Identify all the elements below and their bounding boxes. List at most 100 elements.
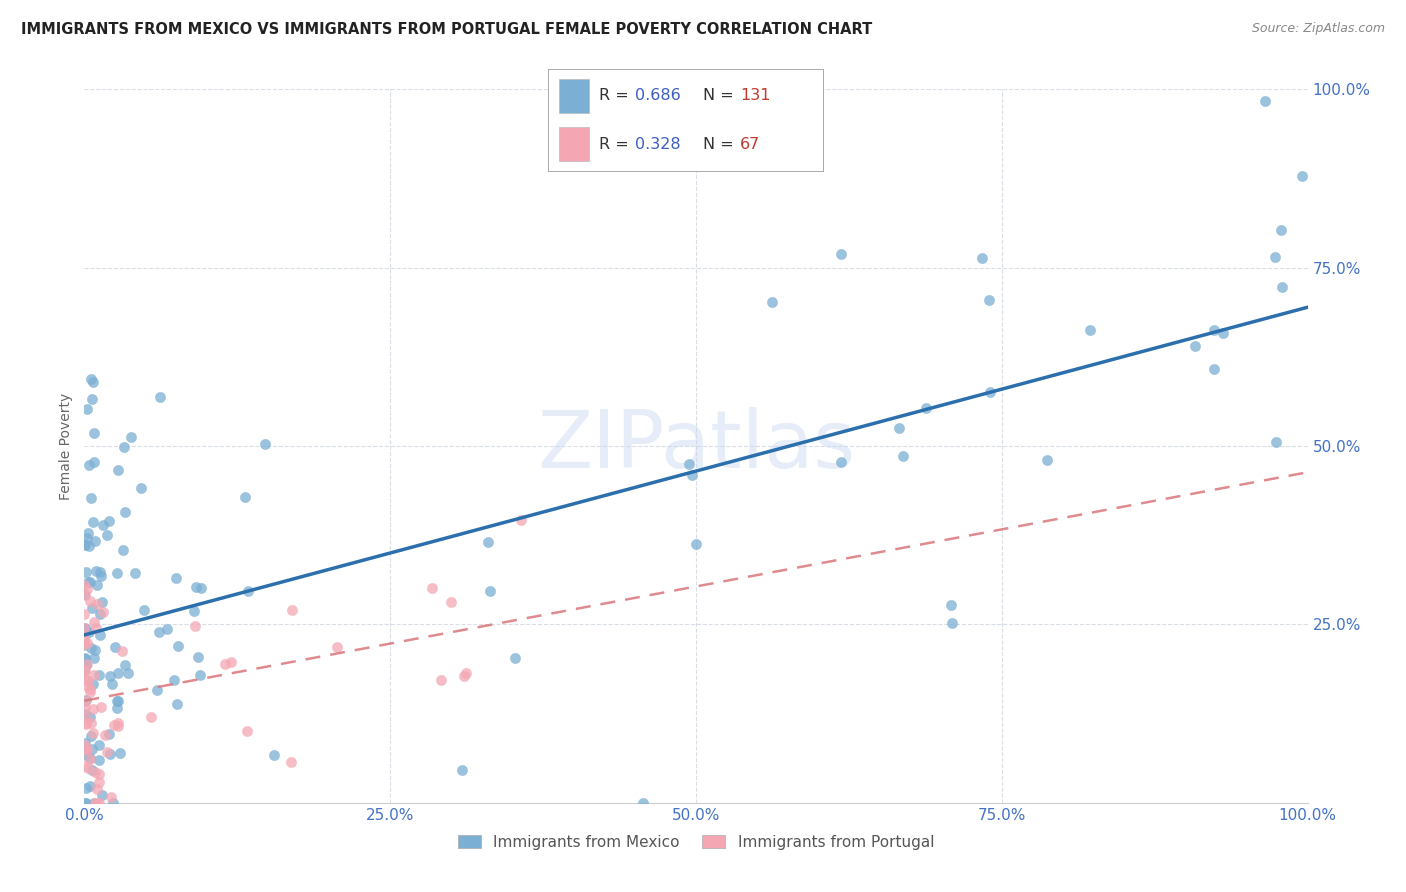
- Point: [104, 640, 127, 654]
- Point: [84, 764, 107, 779]
- Point: [107, 715, 129, 730]
- Point: [891, 449, 914, 463]
- Point: [977, 293, 1000, 307]
- Point: [73, 708, 96, 723]
- Point: [75, 796, 97, 810]
- Point: [420, 581, 443, 595]
- Text: 0.328: 0.328: [634, 136, 681, 152]
- Point: [89, 565, 111, 579]
- Point: [73, 663, 96, 677]
- Point: [1271, 279, 1294, 293]
- Point: [77, 574, 100, 589]
- Point: [86, 597, 108, 611]
- Point: [183, 619, 205, 633]
- Point: [83, 615, 105, 630]
- Point: [105, 694, 128, 708]
- Bar: [560, 128, 589, 161]
- Point: [120, 430, 142, 444]
- Point: [79, 750, 101, 764]
- Point: [114, 505, 136, 519]
- Point: [101, 677, 124, 691]
- Point: [107, 463, 129, 477]
- Point: [75, 717, 97, 731]
- Point: [236, 723, 259, 738]
- Point: [439, 595, 461, 609]
- Point: [82, 392, 104, 406]
- Point: [155, 622, 177, 636]
- Point: [73, 621, 96, 635]
- Point: [73, 538, 96, 552]
- Text: 67: 67: [741, 136, 761, 152]
- Point: [73, 588, 96, 602]
- Point: [124, 566, 146, 581]
- Point: [73, 672, 96, 686]
- Point: [73, 651, 96, 665]
- Point: [111, 644, 134, 658]
- Point: [82, 677, 104, 691]
- Point: [76, 582, 98, 597]
- Point: [73, 707, 96, 722]
- Point: [326, 640, 349, 654]
- Point: [76, 531, 98, 545]
- Point: [77, 673, 100, 688]
- Text: IMMIGRANTS FROM MEXICO VS IMMIGRANTS FROM PORTUGAL FEMALE POVERTY CORRELATION CH: IMMIGRANTS FROM MEXICO VS IMMIGRANTS FRO…: [21, 22, 872, 37]
- Point: [166, 697, 188, 711]
- Point: [79, 491, 101, 506]
- Point: [1264, 250, 1286, 264]
- Bar: [560, 79, 589, 112]
- Point: [80, 729, 103, 743]
- Point: [761, 295, 783, 310]
- Point: [107, 666, 129, 681]
- Point: [114, 657, 136, 672]
- Point: [82, 376, 104, 390]
- Text: 131: 131: [741, 88, 770, 103]
- Point: [89, 627, 111, 641]
- Point: [163, 673, 186, 688]
- Point: [79, 685, 101, 699]
- Point: [86, 796, 108, 810]
- Point: [83, 651, 105, 665]
- Point: [454, 666, 477, 681]
- Point: [103, 717, 125, 731]
- Text: Source: ZipAtlas.com: Source: ZipAtlas.com: [1251, 22, 1385, 36]
- Point: [82, 702, 104, 716]
- Point: [75, 716, 97, 731]
- Point: [96, 746, 118, 760]
- Point: [1202, 362, 1225, 376]
- Point: [165, 571, 187, 585]
- Point: [73, 537, 96, 551]
- Point: [73, 650, 96, 665]
- Point: [76, 635, 98, 649]
- Point: [76, 526, 98, 541]
- Point: [1270, 223, 1292, 237]
- Point: [141, 710, 163, 724]
- Point: [73, 587, 96, 601]
- Point: [187, 650, 209, 665]
- Point: [83, 426, 105, 441]
- Point: [73, 632, 96, 646]
- Point: [1265, 435, 1288, 450]
- Point: [84, 564, 107, 578]
- Point: [889, 421, 911, 435]
- Point: [77, 458, 100, 472]
- Point: [75, 657, 97, 672]
- Point: [503, 651, 526, 665]
- Point: [84, 621, 107, 635]
- Point: [477, 534, 499, 549]
- Point: [979, 384, 1001, 399]
- Text: 0.686: 0.686: [634, 88, 681, 103]
- Text: N =: N =: [703, 88, 740, 103]
- Point: [280, 603, 302, 617]
- Point: [939, 598, 962, 612]
- Point: [100, 790, 122, 805]
- Point: [76, 743, 98, 757]
- Point: [73, 637, 96, 651]
- Point: [87, 668, 110, 682]
- Point: [75, 796, 97, 810]
- Point: [96, 528, 118, 542]
- Point: [1212, 326, 1234, 341]
- Point: [83, 667, 105, 681]
- Point: [91, 517, 114, 532]
- Point: [86, 781, 108, 796]
- Point: [75, 736, 97, 750]
